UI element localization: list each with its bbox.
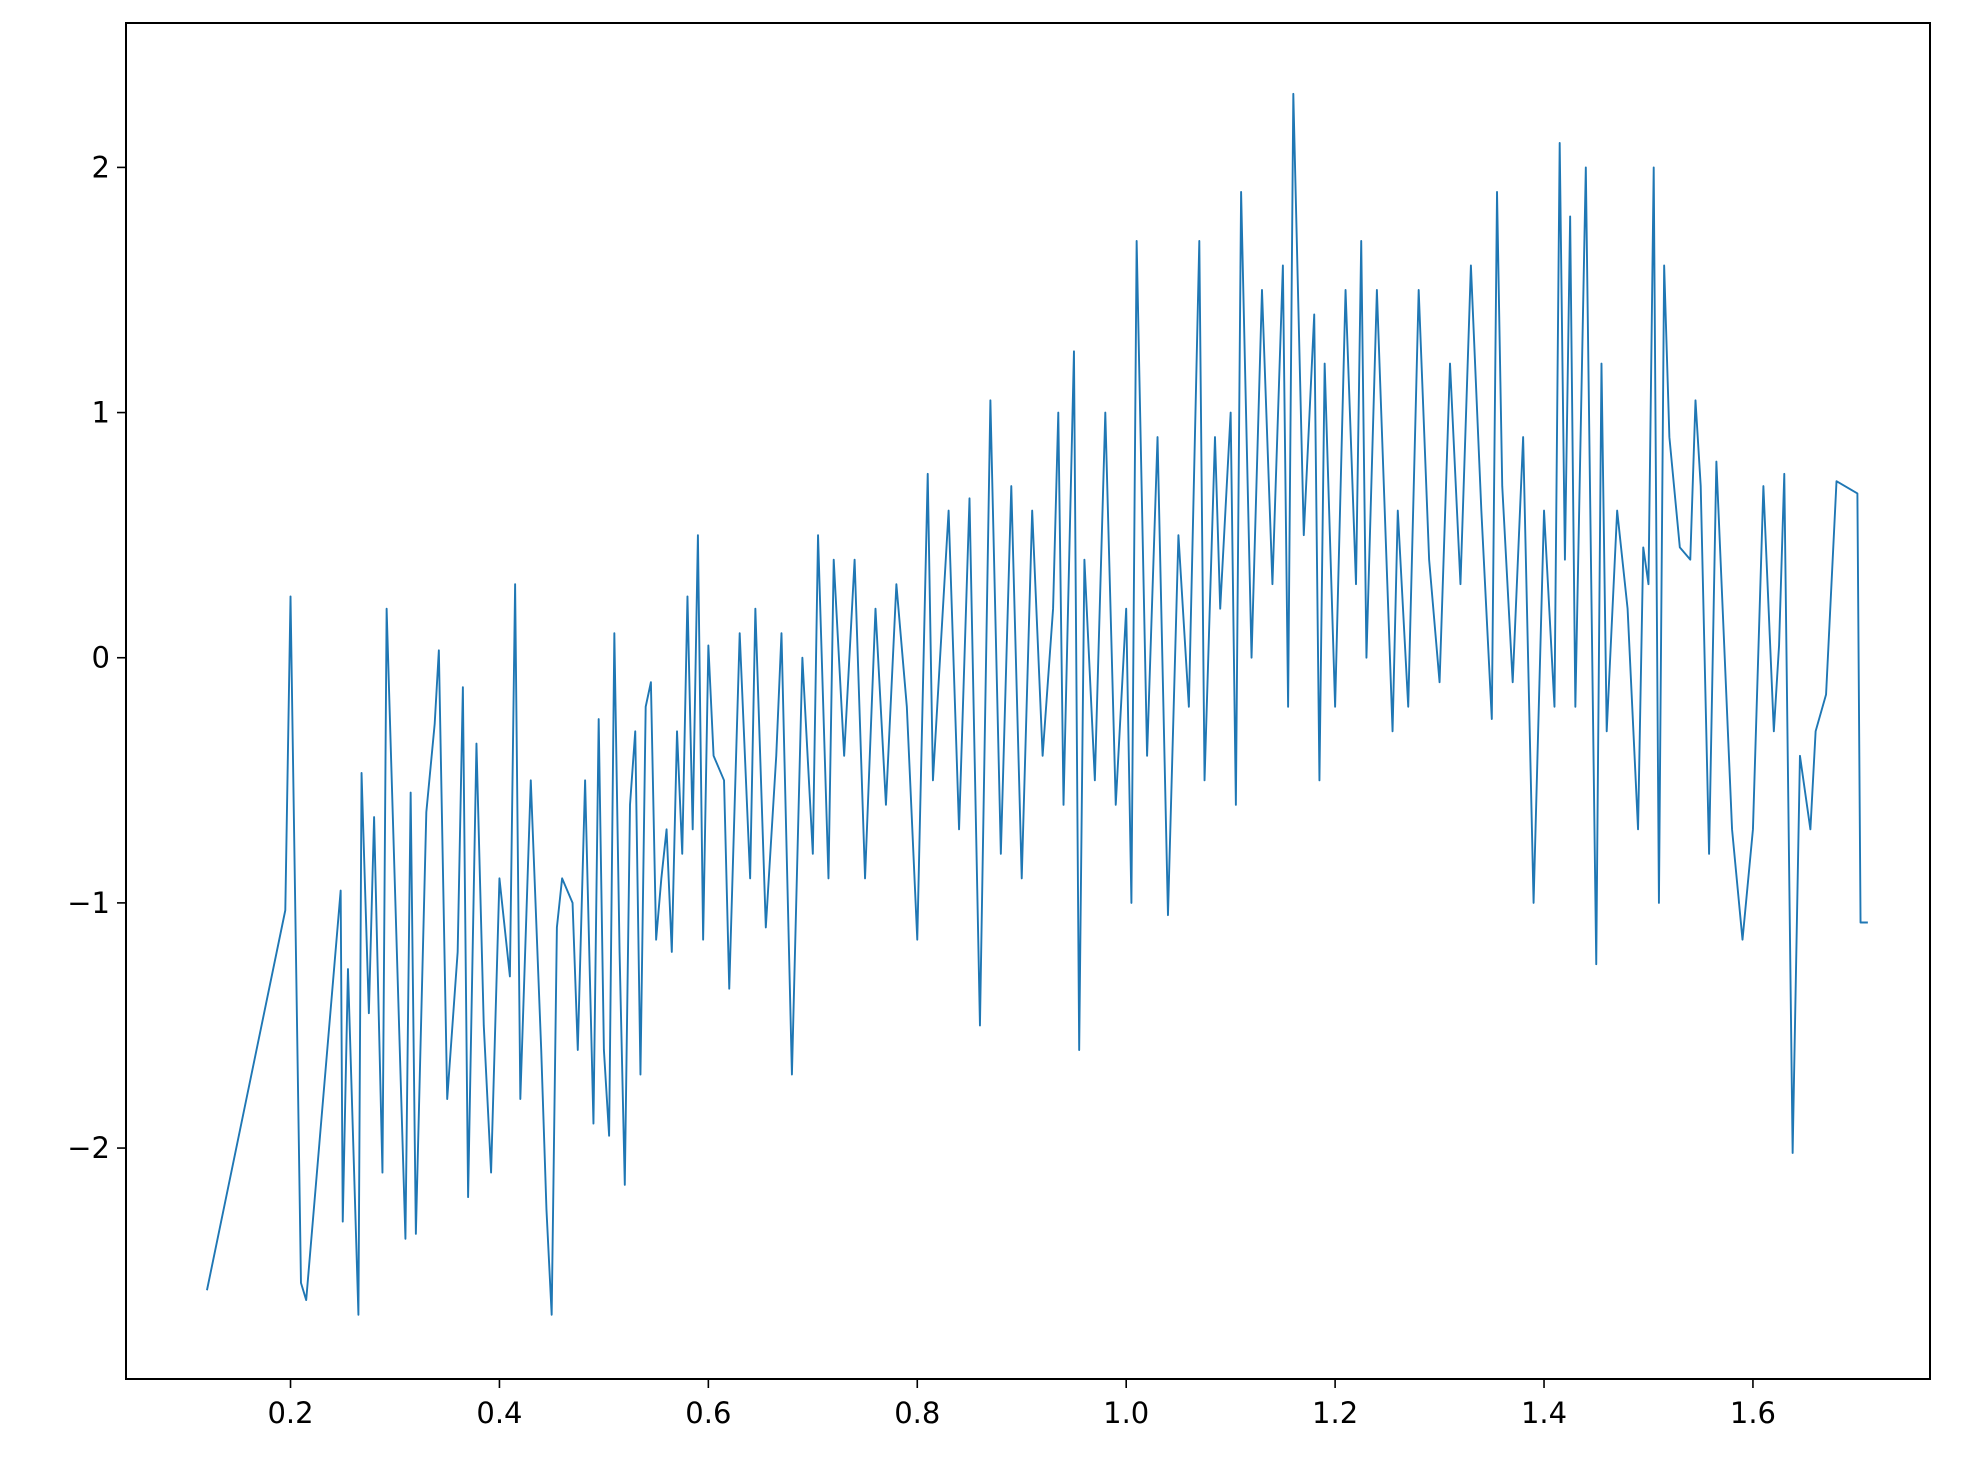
data-line: [206, 92, 1868, 1316]
y-tick-label: −2: [67, 1131, 110, 1165]
y-tick-label: −1: [67, 886, 110, 920]
y-tick-label: 0: [92, 641, 110, 675]
plot-frame: [125, 22, 1931, 1380]
x-tick-label: 0.4: [476, 1396, 522, 1430]
x-tick-label: 1.0: [1103, 1396, 1149, 1430]
x-tick-label: 1.6: [1730, 1396, 1776, 1430]
x-tick-label: 1.2: [1312, 1396, 1358, 1430]
x-tick-label: 0.8: [894, 1396, 940, 1430]
y-tick-label: 2: [92, 150, 110, 184]
x-tick-label: 1.4: [1521, 1396, 1567, 1430]
x-tick-label: 0.2: [267, 1396, 313, 1430]
x-tick-label: 0.6: [685, 1396, 731, 1430]
y-tick-label: 1: [92, 396, 110, 430]
